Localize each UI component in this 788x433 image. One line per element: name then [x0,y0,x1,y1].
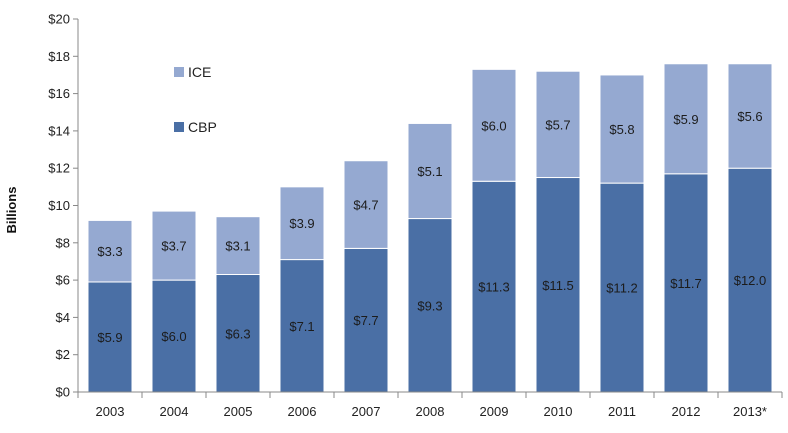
x-tick-label: 2003 [96,404,125,419]
legend-swatch-ice [174,67,184,77]
data-label-ice: $5.6 [737,109,762,124]
legend-label-cbp: CBP [188,119,217,135]
x-tick-label: 2007 [352,404,381,419]
y-tick-label: $16 [48,86,70,101]
data-label-ice: $3.3 [97,244,122,259]
data-label-cbp: $7.7 [353,313,378,328]
bars-group: $5.9 $3.3 $6.0 $3.7 $6.3 $3.1 $7.1 $3.9 $7.7 $4.7… [87,63,773,393]
x-tick-label: 2008 [416,404,445,419]
data-label-cbp: $9.3 [417,298,442,313]
data-label-ice: $5.1 [417,164,442,179]
data-label-ice: $5.8 [609,122,634,137]
bar-ice-2013 [727,63,773,169]
data-label-ice: $5.9 [673,112,698,127]
x-tick-label: 2011 [608,404,636,419]
bar-ice-2009 [471,68,517,182]
data-label-ice: $6.0 [481,118,506,133]
x-tick-label: 2010 [544,404,573,419]
legend-label-ice: ICE [188,64,211,80]
y-tick-label: $2 [56,347,70,362]
data-label-cbp: $11.5 [542,278,574,293]
data-label-ice: $3.1 [225,239,250,254]
y-axis: $0 $2 $4 $6 $8 $10 $12 $14 $16 $18 $20 [48,12,79,400]
x-axis: 2003 2004 2005 2006 2007 2008 2009 2010 2011 2012… [77,391,783,419]
data-label-ice: $3.7 [161,239,186,254]
y-tick-label: $4 [56,310,70,325]
bar-cbp-2011 [599,182,645,393]
bar-ice-2006 [279,186,325,261]
data-label-cbp: $6.0 [161,329,186,344]
data-label-cbp: $7.1 [289,319,314,334]
data-label-cbp: $11.7 [670,276,702,291]
y-tick-label: $10 [48,198,70,213]
legend: ICE CBP [174,64,217,135]
y-tick-label: $20 [48,12,70,27]
y-tick-label: $6 [56,273,70,288]
bar-ice-2004 [151,210,197,281]
data-label-ice: $3.9 [289,216,314,231]
bar-cbp-2003 [87,281,133,393]
bar-ice-2007 [343,160,389,249]
bar-ice-2008 [407,122,453,220]
data-label-ice: $4.7 [353,198,378,213]
x-tick-label: 2006 [288,404,317,419]
y-tick-label: $8 [56,235,70,250]
y-tick-label: $18 [48,49,70,64]
data-label-cbp: $11.2 [606,281,638,296]
legend-swatch-cbp [174,122,184,132]
bar-ice-2010 [535,70,581,179]
data-label-cbp: $6.3 [225,326,250,341]
bar-cbp-2006 [279,259,325,393]
data-label-cbp: $5.9 [97,330,122,345]
y-axis-label: Billions [4,187,19,234]
bar-ice-2003 [87,219,133,283]
bar-ice-2005 [215,216,261,276]
bar-cbp-2008 [407,218,453,393]
bar-ice-2012 [663,63,709,175]
x-tick-label: 2004 [160,404,189,419]
bar-ice-2011 [599,74,645,184]
data-label-cbp: $11.3 [478,280,510,295]
x-tick-label: 2005 [224,404,253,419]
x-tick-label: 2012 [672,404,701,419]
y-tick-label: $12 [48,161,70,176]
y-tick-label: $0 [56,385,70,400]
x-tick-label: 2009 [480,404,509,419]
y-tick-label: $14 [48,123,70,138]
data-label-cbp: $12.0 [734,273,767,288]
bar-cbp-2012 [663,173,709,393]
data-label-ice: $5.7 [545,117,570,132]
x-tick-label: 2013* [733,404,767,419]
